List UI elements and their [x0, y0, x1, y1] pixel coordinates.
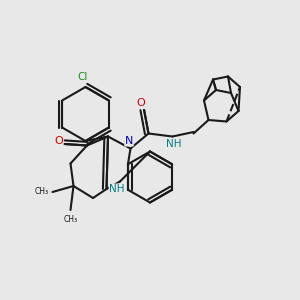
- Text: N: N: [125, 136, 133, 146]
- Text: O: O: [54, 136, 63, 146]
- Text: NH: NH: [109, 184, 125, 194]
- Text: CH₃: CH₃: [35, 188, 49, 196]
- Text: Cl: Cl: [77, 71, 88, 82]
- Text: O: O: [136, 98, 146, 109]
- Text: NH: NH: [166, 139, 182, 149]
- Text: CH₃: CH₃: [63, 214, 78, 224]
